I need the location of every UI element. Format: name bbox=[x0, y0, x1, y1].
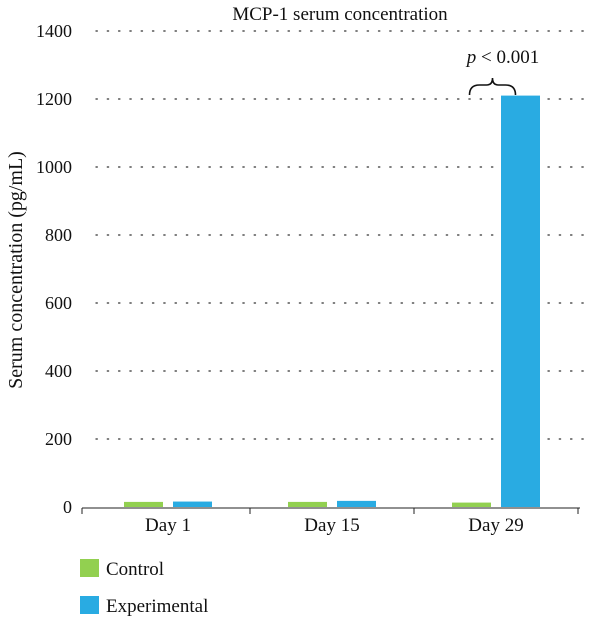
legend-swatch-experimental bbox=[80, 596, 99, 614]
x-tick-label: Day 1 bbox=[145, 515, 191, 536]
bar-experimental-day-15 bbox=[337, 500, 376, 507]
axes: 0 200 400 600 800 1000 1200 1400 Day 1 Day 15 Day … bbox=[36, 21, 580, 536]
y-tick-label: 1400 bbox=[36, 21, 72, 41]
y-tick-label: 1000 bbox=[36, 157, 72, 177]
legend-swatch-control bbox=[80, 559, 99, 577]
y-tick-label: 600 bbox=[45, 293, 72, 313]
significance-brace bbox=[468, 77, 517, 96]
bar-control-day-1 bbox=[124, 501, 163, 507]
bar-experimental-day-29 bbox=[501, 95, 540, 507]
y-tick-label: 400 bbox=[45, 361, 72, 381]
y-tick-label: 800 bbox=[45, 225, 72, 245]
bar-control-day-29 bbox=[452, 502, 491, 507]
annotations: p < 0.001 bbox=[465, 47, 539, 96]
p-value-annotation: p < 0.001 bbox=[465, 47, 539, 68]
y-tick-label: 200 bbox=[45, 429, 72, 449]
y-tick-label: 1200 bbox=[36, 89, 72, 109]
x-tick-label: Day 29 bbox=[468, 515, 523, 536]
legend-label-experimental: Experimental bbox=[106, 596, 208, 617]
y-tick-label: 0 bbox=[63, 497, 72, 517]
legend: Control Experimental bbox=[80, 559, 208, 617]
legend-label-control: Control bbox=[106, 559, 164, 580]
chart-title: MCP-1 serum concentration bbox=[232, 4, 448, 25]
y-axis-label: Serum concentration (pg/mL) bbox=[5, 151, 27, 389]
bar-experimental-day-1 bbox=[173, 501, 212, 507]
x-tick-label: Day 15 bbox=[304, 515, 359, 536]
bars bbox=[124, 95, 540, 507]
bar-control-day-15 bbox=[288, 501, 327, 507]
